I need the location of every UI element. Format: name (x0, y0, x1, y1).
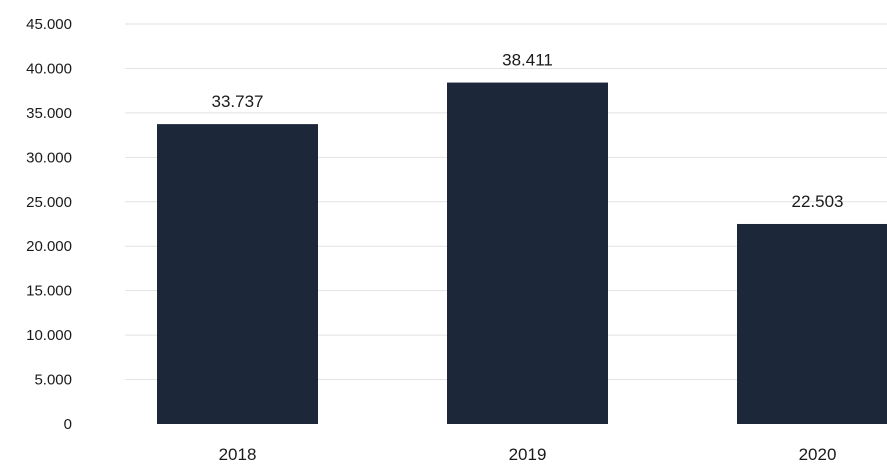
category-label-2018: 2018 (219, 445, 257, 464)
y-tick-label: 35.000 (26, 105, 72, 122)
category-label-2019: 2019 (509, 445, 547, 464)
y-tick-label: 30.000 (26, 149, 72, 166)
y-tick-label: 15.000 (26, 283, 72, 300)
data-labels: 33.737 38.411 22.503 (212, 51, 844, 211)
data-label-2019: 38.411 (502, 51, 553, 70)
bar-2018 (157, 124, 318, 425)
data-label-2020: 22.503 (792, 192, 844, 211)
bar-2020 (737, 223, 887, 424)
data-label-2018: 33.737 (212, 92, 264, 111)
x-axis-category-labels: 2018 2019 2020 (219, 445, 837, 464)
bar-2019 (447, 82, 608, 425)
y-tick-label: 40.000 (26, 60, 72, 77)
y-tick-label: 20.000 (26, 238, 72, 255)
y-axis-tick-labels: 0 5.000 10.000 15.000 20.000 25.000 30.000 35.0… (26, 16, 72, 433)
y-tick-label: 10.000 (26, 327, 72, 344)
y-tick-label: 25.000 (26, 194, 72, 211)
category-label-2020: 2020 (799, 445, 837, 464)
y-tick-label: 45.000 (26, 16, 72, 33)
y-tick-label: 5.000 (34, 372, 72, 389)
bars (157, 82, 887, 425)
y-tick-label: 0 (64, 416, 72, 433)
